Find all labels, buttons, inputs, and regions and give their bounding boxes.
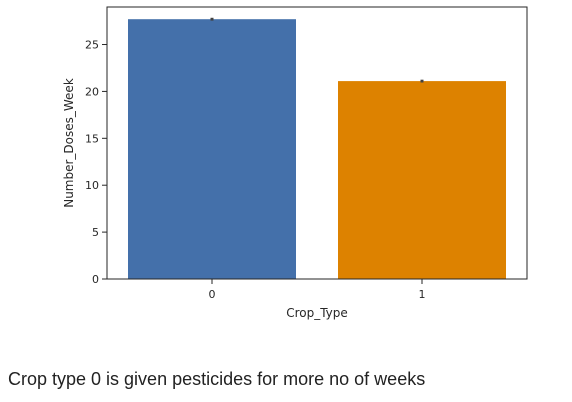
x-tick-label: 1 (419, 288, 426, 301)
bar-1 (338, 81, 506, 279)
x-axis-label: Crop_Type (286, 306, 348, 320)
bar-0 (128, 19, 296, 279)
y-tick-label: 25 (85, 39, 99, 52)
error-bars (210, 17, 424, 83)
plot-frame (106, 6, 528, 280)
y-tick-label: 10 (85, 179, 99, 192)
x-tick-label: 0 (209, 288, 216, 301)
y-axis-label: Number_Doses_Week (62, 78, 76, 208)
bars (128, 19, 506, 279)
caption-text: Crop type 0 is given pesticides for more… (8, 369, 426, 389)
y-tick-label: 15 (85, 132, 99, 145)
y-tick-label: 0 (92, 273, 99, 286)
y-axis-ticks: 0 5 10 15 20 25 (85, 39, 107, 286)
y-tick-label: 5 (92, 226, 99, 239)
y-tick-label: 20 (85, 85, 99, 98)
